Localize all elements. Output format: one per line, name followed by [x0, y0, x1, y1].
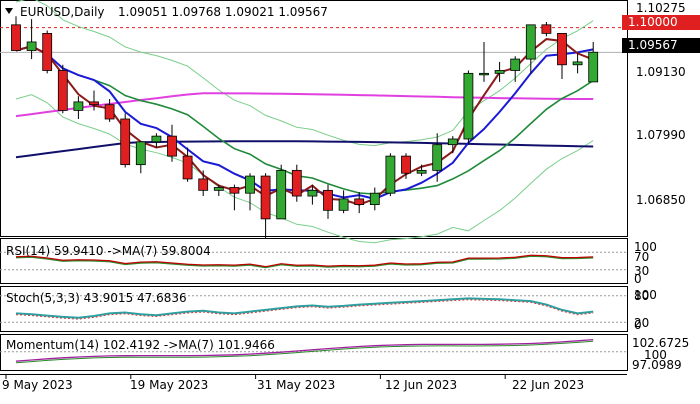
- candle-body: [541, 24, 552, 34]
- momentum-ma-line: [15, 340, 594, 364]
- candle-body: [42, 32, 53, 71]
- candle-body: [135, 141, 146, 166]
- candle-body: [307, 189, 318, 197]
- rsi-tick-0: 0: [634, 272, 642, 286]
- sma-green-line: [15, 45, 594, 195]
- x-label-5: 22 Jun 2023: [512, 378, 585, 392]
- rsi-panel-frame: [0, 238, 628, 284]
- candle-body: [260, 175, 271, 220]
- symbol-label: EURUSD,Daily: [20, 5, 105, 19]
- candle-body: [89, 101, 99, 106]
- stoch-tick-100: 100: [634, 288, 657, 302]
- candle-body: [245, 175, 255, 194]
- y-tick-3: 1.07990: [636, 128, 686, 142]
- candle-body: [151, 135, 162, 143]
- candle-body: [557, 32, 567, 66]
- ohlc-values: 1.09051 1.09768 1.09021 1.09567: [118, 5, 328, 19]
- momentum-line: [15, 338, 594, 362]
- candle-body: [229, 187, 240, 194]
- candle-body: [525, 24, 536, 60]
- momentum-tick-high: 102.6725: [632, 336, 690, 350]
- candle-body: [26, 41, 37, 51]
- stoch-tick-0: 0: [634, 318, 642, 332]
- candle-body: [120, 118, 131, 166]
- candle-body: [213, 187, 224, 191]
- rsi-line: [15, 254, 594, 268]
- y-tick-4: 1.06850: [636, 193, 686, 207]
- y-tick-1: 1.10275: [636, 1, 686, 15]
- candle-body: [11, 24, 21, 51]
- x-label-1: 9 May 2023: [2, 378, 73, 392]
- candle-body: [416, 169, 427, 174]
- candle-body: [572, 61, 583, 66]
- candle-body: [57, 70, 68, 111]
- stoch-label: Stoch(5,3,3) 43.9015 47.6836: [6, 291, 187, 305]
- upper-band-line: [15, 0, 594, 147]
- y-tick-2: 1.09130: [636, 65, 686, 79]
- momentum-tick-100: 100: [644, 348, 667, 362]
- stoch-d-line: [15, 299, 594, 320]
- candle-body: [588, 51, 599, 83]
- candle-body: [510, 58, 521, 71]
- rsi-ma-line: [15, 255, 594, 269]
- candle-body: [291, 169, 302, 197]
- candle-body: [385, 155, 396, 194]
- rsi-tick-70: 70: [634, 250, 650, 264]
- candle-body: [369, 192, 380, 206]
- momentum-panel-frame: [0, 334, 628, 371]
- candle-body: [198, 178, 209, 191]
- candle-body: [432, 144, 443, 171]
- candle-body: [338, 198, 349, 211]
- candle-body: [401, 155, 411, 174]
- sma-red-line: [15, 38, 594, 206]
- candle-body: [479, 72, 489, 76]
- rsi-label: RSI(14) 59.9410 ->MA(7) 59.8004: [6, 244, 211, 258]
- candle-body: [73, 101, 84, 111]
- candle-body: [354, 198, 365, 206]
- x-label-2: 19 May 2023: [130, 378, 209, 392]
- lower-band-line: [15, 94, 594, 244]
- candle-body: [182, 155, 193, 180]
- sma-pink-line: [15, 92, 594, 118]
- sma-navy-line: [15, 140, 594, 159]
- collapse-triangle-icon: [5, 8, 13, 14]
- rsi-tick-30: 30: [634, 264, 650, 278]
- x-label-3: 31 May 2023: [257, 378, 336, 392]
- price-panel-frame: [0, 0, 628, 237]
- momentum-tick-low: 97.0989: [632, 358, 682, 372]
- resistance-price-tag: 1.10000: [622, 15, 700, 30]
- x-label-4: 12 Jun 2023: [385, 378, 458, 392]
- stoch-tick-80: 80: [634, 289, 650, 303]
- candle-body: [323, 189, 333, 211]
- stoch-panel-frame: [0, 286, 628, 332]
- stoch-tick-20: 20: [634, 316, 650, 330]
- sma-blue-line: [15, 45, 594, 200]
- candle-body: [276, 169, 287, 220]
- rsi-tick-100: 100: [634, 240, 657, 254]
- candle-body: [167, 135, 177, 157]
- momentum-label: Momentum(14) 102.4192 ->MA(7) 101.9466: [6, 338, 275, 352]
- candle-body: [104, 104, 115, 120]
- stoch-k-line: [15, 297, 594, 319]
- candle-body: [463, 72, 474, 140]
- last-price-tag: 1.09567: [622, 38, 700, 53]
- candle-body: [447, 138, 458, 146]
- candle-body: [494, 70, 505, 74]
